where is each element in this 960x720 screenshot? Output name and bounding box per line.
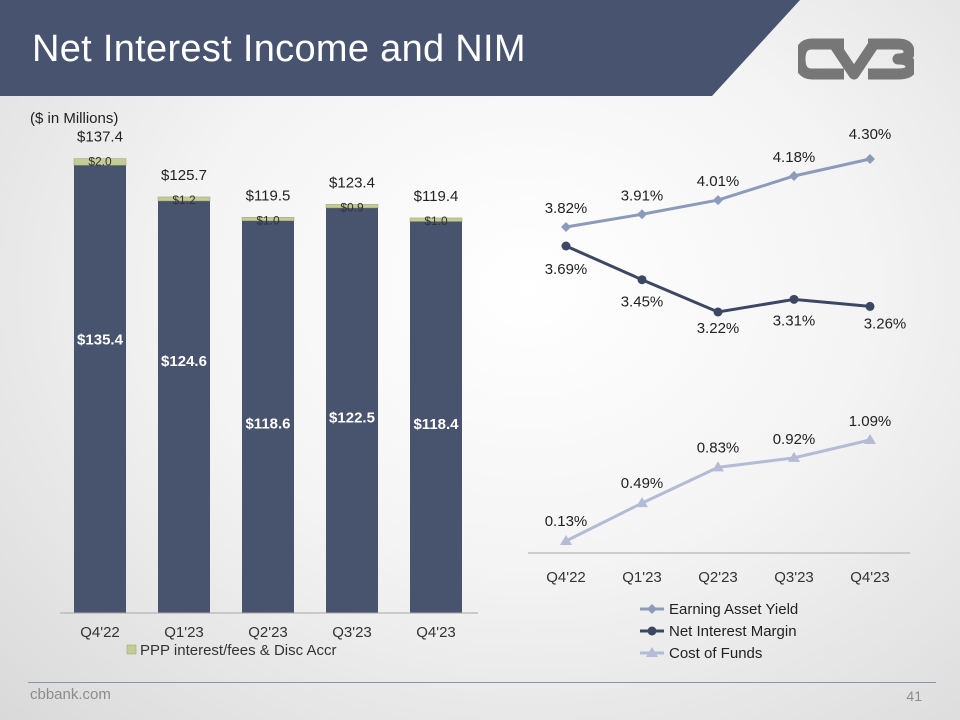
bar-ppp [73, 158, 127, 166]
line-x-tick-label: Q4'22 [546, 569, 586, 586]
bar-x-tick-label: Q4'22 [80, 624, 120, 641]
bar-main [242, 220, 294, 613]
bar-ppp [241, 217, 295, 222]
point-marker [865, 301, 875, 311]
data-label: 3.91% [621, 187, 664, 204]
title-banner-shape [0, 0, 800, 96]
point-marker [647, 604, 657, 614]
line-x-tick-label: Q1'23 [622, 569, 662, 586]
page-number: 41 [906, 688, 922, 704]
bar-ppp [409, 217, 463, 222]
bar-ppp [325, 204, 379, 209]
data-label: 4.01% [697, 173, 740, 190]
data-label: 0.49% [621, 475, 664, 492]
data-label: 1.09% [849, 413, 892, 430]
bar-total-label: $119.4 [414, 188, 459, 205]
ppp-legend-label: PPP interest/fees & Disc Accr [140, 642, 336, 659]
bar-total-label: $119.5 [246, 187, 291, 204]
data-label: 0.92% [773, 431, 816, 448]
data-label: 4.18% [773, 149, 816, 166]
bar-x-tick-label: Q2'23 [248, 624, 288, 641]
point-marker [637, 209, 647, 220]
legend-label: Earning Asset Yield [669, 601, 798, 618]
bar-x-tick-label: Q4'23 [416, 624, 456, 641]
point-marker [636, 497, 648, 508]
series-earning-asset-yield: 3.82% 3.91% 4.01% 4.18% 4.30% [545, 126, 892, 232]
point-marker [647, 626, 657, 636]
point-marker [865, 154, 875, 164]
bar-total-label: $137.4 [77, 129, 123, 146]
data-label: 0.83% [697, 439, 740, 456]
bar-ppp-label: $1.0 [256, 213, 280, 227]
bar-ppp-label: $1.0 [424, 214, 448, 228]
bar-total-label: $125.7 [161, 167, 207, 184]
bar-main-label: $124.6 [161, 353, 207, 370]
bar-ppp [157, 196, 211, 202]
data-label: 3.45% [621, 294, 664, 311]
footer-divider [28, 682, 936, 683]
data-label: 4.30% [849, 126, 892, 143]
point-marker [637, 275, 647, 285]
ppp-legend-swatch [126, 644, 137, 655]
bar-main-label: $118.4 [413, 416, 459, 433]
footer-site: cbbank.com [30, 686, 111, 703]
bar-ppp-label: $2.0 [88, 155, 112, 169]
bar-main [410, 221, 462, 614]
bar-x-tick-label: Q1'23 [164, 624, 204, 641]
title-banner [0, 0, 800, 96]
bar-total-label: $123.4 [329, 174, 375, 191]
bar-main-label: $118.6 [245, 416, 290, 433]
units-note: ($ in Millions) [30, 110, 119, 127]
data-label: 3.26% [864, 315, 907, 332]
bar-main-label: $122.5 [329, 410, 375, 427]
data-label: 3.82% [545, 200, 588, 217]
point-marker [789, 294, 799, 304]
bar-main [74, 165, 126, 613]
point-marker [713, 195, 723, 206]
page-title: Net Interest Income and NIM [32, 28, 526, 70]
point-marker [712, 461, 724, 472]
legend-label: Cost of Funds [669, 645, 762, 662]
line-x-tick-label: Q2'23 [698, 569, 738, 586]
bar-main [158, 200, 210, 613]
series-line [565, 157, 871, 229]
point-marker [713, 307, 723, 317]
line-x-tick-label: Q3'23 [774, 569, 814, 586]
point-marker [789, 171, 799, 181]
point-marker [646, 647, 658, 657]
point-marker [560, 535, 572, 545]
data-label: 0.13% [545, 513, 588, 530]
series-net-interest-margin: 3.69% 3.45% 3.22% 3.31% 3.26% [545, 241, 907, 337]
bar-main-label: $135.4 [77, 331, 124, 348]
legend-label: Net Interest Margin [669, 623, 797, 640]
data-label: 3.22% [697, 320, 740, 337]
bar-ppp-label: $0.9 [340, 200, 364, 214]
bar-main [326, 207, 378, 613]
point-marker [561, 241, 571, 251]
series-cost-of-funds: 0.13% 0.49% 0.83% 0.92% 1.09% [545, 413, 892, 545]
data-label: 3.69% [545, 261, 588, 278]
series-line [565, 244, 871, 314]
point-marker [864, 434, 876, 444]
bar-ppp-label: $1.2 [172, 193, 196, 207]
bar-x-tick-label: Q3'23 [332, 624, 372, 641]
point-marker [561, 222, 571, 232]
cvb-logo-icon [798, 38, 914, 80]
point-marker [788, 451, 800, 462]
data-label: 3.31% [773, 312, 816, 329]
line-x-tick-label: Q4'23 [850, 569, 890, 586]
